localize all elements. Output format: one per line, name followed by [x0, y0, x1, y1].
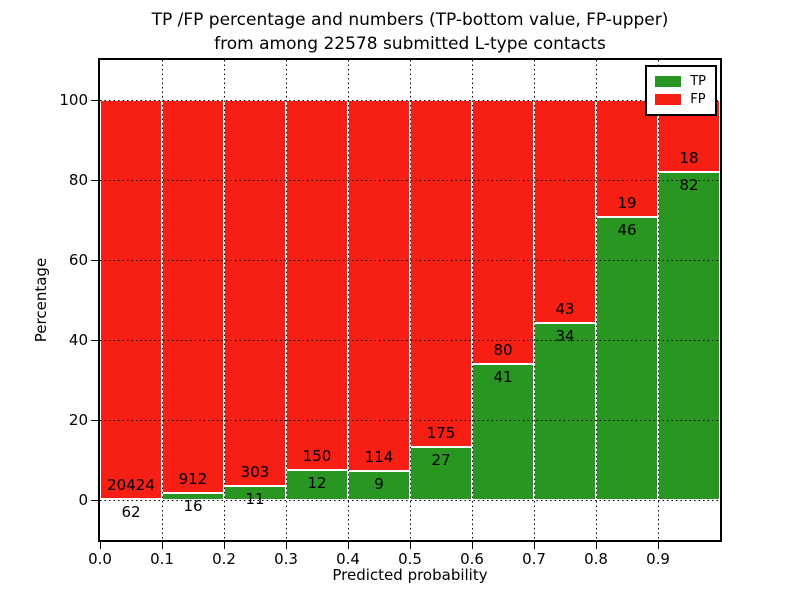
bar-segment-fp [100, 100, 162, 499]
bar-segment-fp [348, 100, 410, 471]
y-gridline [100, 99, 720, 101]
fp-count-label: 18 [679, 149, 699, 167]
plot-area: TP FP 20424 62 912 16 303 11 150 12 114 9 175 27 80 41… [98, 58, 722, 542]
x-tick-label: 0.8 [584, 550, 608, 568]
tp-count-label: 62 [121, 502, 141, 521]
y-gridline [100, 259, 720, 261]
x-gridline [471, 60, 473, 540]
bar-segment-fp [472, 100, 534, 365]
x-tick-mark [223, 542, 225, 549]
fp-count-label: 912 [178, 470, 208, 489]
x-tick-mark [471, 542, 473, 549]
tp-count-label: 82 [679, 176, 699, 194]
bar-segment-tp [534, 323, 596, 500]
x-tick-label: 0.7 [522, 550, 546, 568]
x-gridline [161, 60, 163, 540]
tp-count-label: 46 [617, 220, 637, 239]
legend-item-tp: TP [655, 74, 706, 89]
y-tick-label: 80 [68, 171, 88, 189]
x-tick-label: 0.1 [150, 550, 174, 568]
fp-count-label: 303 [240, 463, 270, 481]
x-gridline [347, 60, 349, 540]
fp-count-label: 43 [555, 300, 575, 319]
tp-count-label: 34 [555, 327, 575, 346]
x-tick-label: 0.6 [460, 550, 484, 568]
x-gridline [223, 60, 225, 540]
fp-count-label: 80 [493, 341, 513, 360]
x-tick-label: 0.5 [398, 550, 422, 568]
y-tick-mark [91, 179, 98, 181]
y-tick-mark [91, 339, 98, 341]
fp-count-label: 19 [617, 193, 637, 212]
x-tick-mark [595, 542, 597, 549]
y-tick-label: 0 [78, 491, 88, 509]
x-gridline [595, 60, 597, 540]
x-tick-mark [347, 542, 349, 549]
x-gridline [533, 60, 535, 540]
tp-count-label: 12 [307, 474, 327, 493]
bar-segment-tp [658, 172, 720, 500]
x-tick-label: 0.2 [212, 550, 236, 568]
tp-count-label: 11 [245, 490, 265, 508]
chart-title-line2: from among 22578 submitted L-type contac… [214, 34, 606, 54]
fp-swatch-icon [655, 94, 682, 105]
bar-segment-tp [348, 470, 410, 500]
x-tick-mark [657, 542, 659, 549]
x-gridline [409, 60, 411, 540]
y-gridline [100, 179, 720, 181]
legend-label-fp: FP [690, 92, 706, 107]
fp-count-label: 150 [302, 447, 332, 466]
bar-segment-fp [596, 100, 658, 217]
x-tick-label: 0.4 [336, 550, 360, 568]
x-tick-label: 0.9 [646, 550, 670, 568]
x-gridline [285, 60, 287, 540]
y-tick-label: 60 [68, 251, 88, 269]
bar-segment-fp [286, 100, 348, 471]
x-tick-mark [533, 542, 535, 549]
bar-segment-tp [410, 446, 472, 500]
tp-count-label: 9 [374, 474, 384, 493]
y-tick-label: 40 [68, 331, 88, 349]
chart-title: TP /FP percentage and numbers (TP-bottom… [10, 8, 800, 56]
y-gridline [100, 419, 720, 421]
bar-segment-fp [224, 100, 286, 486]
x-tick-label: 0.3 [274, 550, 298, 568]
chart-title-line1: TP /FP percentage and numbers (TP-bottom… [151, 10, 669, 30]
y-tick-mark [91, 419, 98, 421]
x-gridline [657, 60, 659, 540]
y-tick-mark [91, 259, 98, 261]
fp-count-label: 20424 [107, 475, 155, 494]
x-tick-mark [99, 542, 101, 549]
y-gridline [100, 499, 720, 501]
y-tick-mark [91, 99, 98, 101]
legend: TP FP [645, 65, 717, 116]
x-tick-mark [161, 542, 163, 549]
y-tick-mark [91, 499, 98, 501]
bar-segment-fp [162, 100, 224, 494]
bar-segment-fp [410, 100, 472, 447]
tp-count-label: 27 [431, 450, 451, 469]
y-axis-label: Percentage [32, 257, 50, 343]
bar-segment-tp [596, 216, 658, 500]
x-tick-mark [285, 542, 287, 549]
tp-count-label: 41 [493, 368, 513, 387]
legend-label-tp: TP [690, 74, 706, 89]
fp-count-label: 175 [426, 423, 456, 442]
plot-inner: TP FP 20424 62 912 16 303 11 150 12 114 9 175 27 80 41… [100, 60, 720, 540]
tp-count-label: 16 [183, 497, 203, 516]
bar-segment-fp [534, 100, 596, 324]
y-gridline [100, 339, 720, 341]
legend-item-fp: FP [655, 92, 706, 107]
x-tick-label: 0.0 [88, 550, 112, 568]
y-tick-label: 20 [68, 411, 88, 429]
x-tick-mark [409, 542, 411, 549]
x-axis-label: Predicted probability [332, 566, 488, 584]
fp-count-label: 114 [364, 447, 394, 466]
tp-swatch-icon [655, 76, 682, 87]
y-tick-label: 100 [59, 91, 88, 109]
